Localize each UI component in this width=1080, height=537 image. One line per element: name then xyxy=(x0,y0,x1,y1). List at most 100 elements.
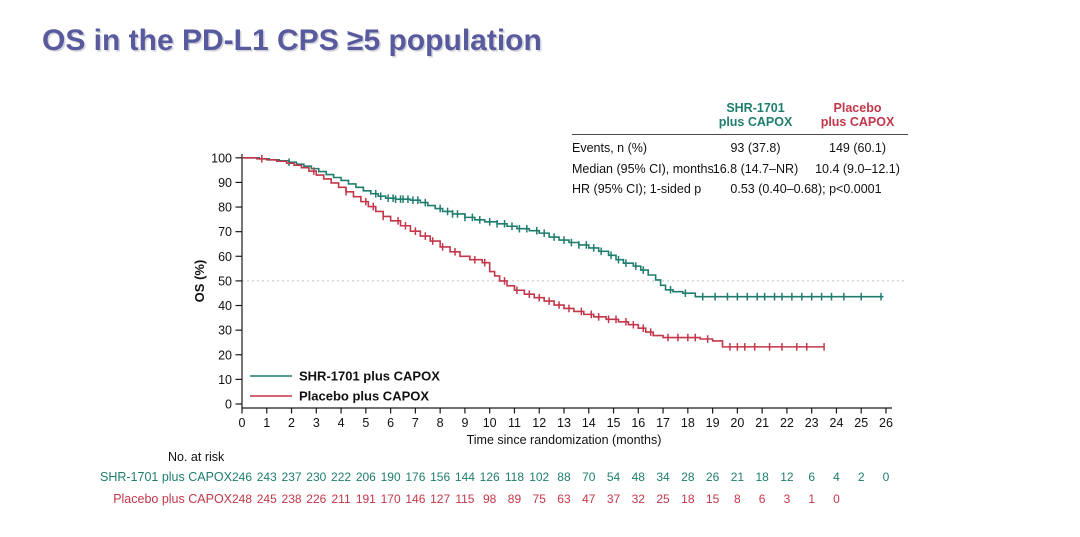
x-tick-label: 24 xyxy=(830,416,844,430)
x-tick-label: 14 xyxy=(582,416,596,430)
risk-value: 32 xyxy=(631,492,645,506)
stats-value-events-placebo: 149 (60.1) xyxy=(829,141,886,155)
risk-value: 245 xyxy=(256,492,277,506)
x-tick-label: 25 xyxy=(854,416,868,430)
stats-header-line: plus CAPOX xyxy=(820,115,895,129)
number-at-risk-table: No. at risk SHR-1701 plus CAPOX 246 243 237… xyxy=(0,448,1080,528)
risk-value: 89 xyxy=(507,492,522,506)
x-tick-label: 6 xyxy=(387,416,394,430)
risk-table-title: No. at risk xyxy=(168,450,225,464)
x-tick-label: 0 xyxy=(239,416,246,430)
x-tick-label: 19 xyxy=(706,416,720,430)
x-tick-label: 21 xyxy=(755,416,769,430)
stats-value-events-shr: 93 (37.8) xyxy=(730,141,781,155)
risk-value: 88 xyxy=(557,470,571,484)
y-tick-label: 0 xyxy=(225,398,232,412)
x-tick-label: 22 xyxy=(780,416,794,430)
risk-row-label: SHR-1701 plus CAPOX xyxy=(99,470,232,484)
risk-value: 6 xyxy=(808,470,816,484)
x-tick-label: 12 xyxy=(532,416,546,430)
stats-header-rule xyxy=(572,134,908,135)
x-tick-label: 17 xyxy=(656,416,670,430)
risk-value: 1 xyxy=(808,492,816,506)
y-tick-label: 40 xyxy=(218,299,232,313)
x-tick-label: 18 xyxy=(681,416,695,430)
risk-value: 144 xyxy=(454,470,475,484)
risk-value: 0 xyxy=(833,492,840,506)
risk-value: 25 xyxy=(656,492,670,506)
stats-table: SHR-1701 plus CAPOX Placebo plus CAPOX E… xyxy=(572,101,908,200)
y-tick-label: 10 xyxy=(218,373,232,387)
risk-value: 47 xyxy=(582,492,596,506)
risk-value: 37 xyxy=(606,492,621,506)
stats-corner-cell xyxy=(572,101,704,134)
stats-col-header-placebo: Placebo plus CAPOX xyxy=(807,101,908,134)
legend-label-shr1701: SHR-1701 plus CAPOX xyxy=(299,369,440,384)
risk-value: 8 xyxy=(734,492,741,506)
risk-value: 70 xyxy=(582,470,596,484)
stats-value-median-placebo: 10.4 (9.0–12.1) xyxy=(815,161,900,176)
risk-value: 6 xyxy=(758,492,766,506)
page-title: OS in the PD-L1 CPS ≥5 population xyxy=(42,24,542,57)
risk-value: 246 xyxy=(231,470,253,484)
risk-value: 2 xyxy=(857,470,865,484)
y-tick-label: 100 xyxy=(211,151,232,165)
risk-value: 230 xyxy=(306,470,327,484)
risk-value: 156 xyxy=(430,470,451,484)
x-tick-label: 3 xyxy=(313,416,320,430)
y-tick-label: 70 xyxy=(218,225,232,239)
risk-value: 170 xyxy=(380,492,401,506)
stats-value-hr: 0.53 (0.40–0.68); p<0.0001 xyxy=(730,182,882,196)
x-tick-label: 9 xyxy=(461,416,468,430)
risk-value: 75 xyxy=(532,492,546,506)
x-tick-label: 16 xyxy=(631,416,645,430)
risk-value: 98 xyxy=(483,492,497,506)
risk-value: 191 xyxy=(355,492,376,506)
stats-row-label-hr: HR (95% CI); 1-sided p xyxy=(572,182,702,196)
stats-value-median-shr: 16.8 (14.7–NR) xyxy=(712,161,799,176)
stats-col-header-shr1701: SHR-1701 plus CAPOX xyxy=(704,101,807,134)
x-tick-label: 1 xyxy=(263,416,270,430)
stats-row-label-events: Events, n (%) xyxy=(572,141,648,155)
risk-value: 63 xyxy=(557,492,571,506)
risk-value: 248 xyxy=(231,492,253,506)
risk-value: 28 xyxy=(681,470,695,484)
risk-value: 243 xyxy=(256,470,277,484)
x-tick-label: 5 xyxy=(362,416,369,430)
risk-value: 222 xyxy=(331,470,352,484)
x-tick-label: 8 xyxy=(437,416,444,430)
risk-value: 12 xyxy=(780,470,794,484)
risk-value: 18 xyxy=(681,492,695,506)
x-tick-label: 26 xyxy=(879,416,893,430)
km-curve-placebo xyxy=(242,157,825,348)
risk-value: 226 xyxy=(306,492,327,506)
x-tick-label: 20 xyxy=(730,416,744,430)
x-tick-label: 10 xyxy=(483,416,497,430)
y-tick-label: 20 xyxy=(218,348,232,362)
risk-value: 4 xyxy=(833,470,840,484)
y-tick-label: 60 xyxy=(218,250,232,264)
risk-value: 118 xyxy=(504,470,525,484)
risk-value: 127 xyxy=(430,492,451,506)
risk-value: 18 xyxy=(755,470,769,484)
stats-header-line: plus CAPOX xyxy=(718,115,793,129)
risk-value: 237 xyxy=(281,470,302,484)
risk-value: 126 xyxy=(479,470,500,484)
risk-value: 206 xyxy=(355,470,376,484)
stats-header-line: SHR-1701 xyxy=(726,101,785,115)
y-axis-title: OS (%) xyxy=(192,260,207,303)
risk-value: 48 xyxy=(631,470,645,484)
x-tick-label: 23 xyxy=(805,416,819,430)
stats-row-label-median: Median (95% CI), months xyxy=(572,161,714,176)
risk-value: 0 xyxy=(882,470,890,484)
risk-value: 21 xyxy=(730,470,745,484)
risk-row-label: Placebo plus CAPOX xyxy=(113,492,232,506)
y-tick-label: 80 xyxy=(218,201,232,215)
risk-value: 115 xyxy=(455,492,475,506)
risk-value: 26 xyxy=(705,470,720,484)
y-tick-label: 50 xyxy=(218,274,232,288)
x-axis-title: Time since randomization (months) xyxy=(467,433,662,447)
y-tick-label: 90 xyxy=(218,176,232,190)
